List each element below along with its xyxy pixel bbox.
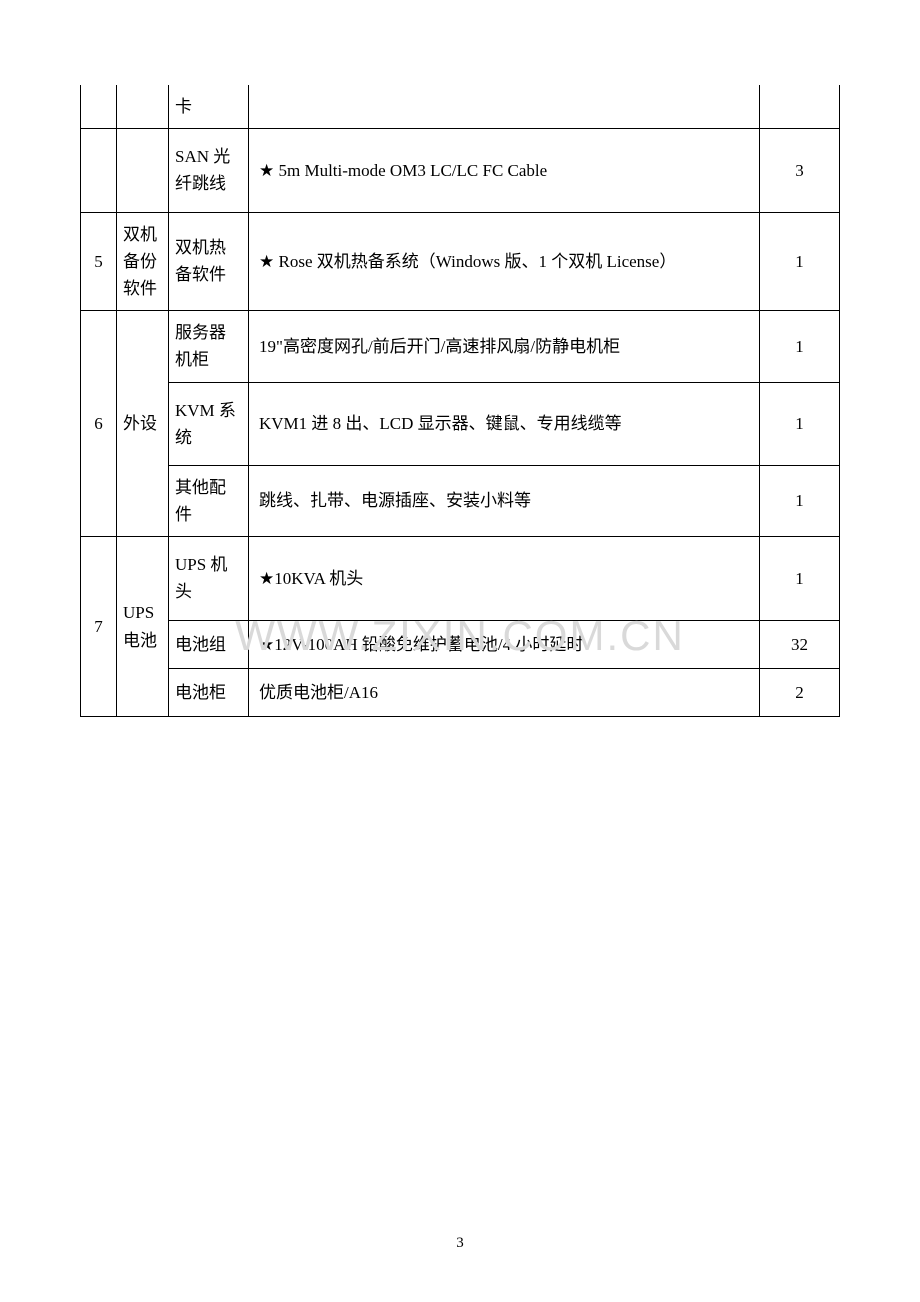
spec-table: 卡 SAN 光纤跳线 ★ 5m Multi-mode OM3 LC/LC FC … <box>80 85 840 717</box>
cell-desc: 跳线、扎带、电源插座、安装小料等 <box>249 465 760 536</box>
cell-cat: UPS电池 <box>117 537 169 717</box>
table-row: KVM 系统 KVM1 进 8 出、LCD 显示器、键鼠、专用线缆等 1 <box>81 382 840 465</box>
cell-desc: 19"高密度网孔/前后开门/高速排风扇/防静电机柜 <box>249 311 760 382</box>
cell-qty <box>760 85 840 129</box>
cell-idx: 5 <box>81 212 117 311</box>
table-row: 6 外设 服务器机柜 19"高密度网孔/前后开门/高速排风扇/防静电机柜 1 <box>81 311 840 382</box>
cell-idx <box>81 129 117 212</box>
cell-qty: 2 <box>760 668 840 716</box>
table-row: 7 UPS电池 UPS 机头 ★10KVA 机头 1 <box>81 537 840 620</box>
table-row: 5 双机备份软件 双机热备软件 ★ Rose 双机热备系统（Windows 版、… <box>81 212 840 311</box>
cell-desc: ★10KVA 机头 <box>249 537 760 620</box>
cell-cat: 外设 <box>117 311 169 537</box>
cell-qty: 1 <box>760 465 840 536</box>
cell-subcat: KVM 系统 <box>169 382 249 465</box>
cell-subcat: 卡 <box>169 85 249 129</box>
cell-qty: 1 <box>760 537 840 620</box>
cell-desc: ★12V-100AH 铅酸免维护蓄电池/4 小时延时 <box>249 620 760 668</box>
cell-subcat: 双机热备软件 <box>169 212 249 311</box>
cell-subcat: 其他配件 <box>169 465 249 536</box>
cell-qty: 32 <box>760 620 840 668</box>
cell-desc: KVM1 进 8 出、LCD 显示器、键鼠、专用线缆等 <box>249 382 760 465</box>
cell-subcat: SAN 光纤跳线 <box>169 129 249 212</box>
cell-cat: 双机备份软件 <box>117 212 169 311</box>
cell-qty: 3 <box>760 129 840 212</box>
cell-desc: ★ Rose 双机热备系统（Windows 版、1 个双机 License） <box>249 212 760 311</box>
table-row: 卡 <box>81 85 840 129</box>
cell-subcat: 电池组 <box>169 620 249 668</box>
cell-idx: 6 <box>81 311 117 537</box>
table-row: 电池柜 优质电池柜/A16 2 <box>81 668 840 716</box>
cell-qty: 1 <box>760 311 840 382</box>
page-number: 3 <box>0 1235 920 1252</box>
cell-idx: 7 <box>81 537 117 717</box>
cell-desc: 优质电池柜/A16 <box>249 668 760 716</box>
cell-cat <box>117 129 169 212</box>
table-row: 电池组 ★12V-100AH 铅酸免维护蓄电池/4 小时延时 32 <box>81 620 840 668</box>
cell-subcat: 服务器机柜 <box>169 311 249 382</box>
cell-desc: ★ 5m Multi-mode OM3 LC/LC FC Cable <box>249 129 760 212</box>
cell-qty: 1 <box>760 212 840 311</box>
cell-subcat: 电池柜 <box>169 668 249 716</box>
cell-subcat: UPS 机头 <box>169 537 249 620</box>
cell-desc <box>249 85 760 129</box>
cell-idx <box>81 85 117 129</box>
table-row: 其他配件 跳线、扎带、电源插座、安装小料等 1 <box>81 465 840 536</box>
cell-qty: 1 <box>760 382 840 465</box>
cell-cat <box>117 85 169 129</box>
table-row: SAN 光纤跳线 ★ 5m Multi-mode OM3 LC/LC FC Ca… <box>81 129 840 212</box>
